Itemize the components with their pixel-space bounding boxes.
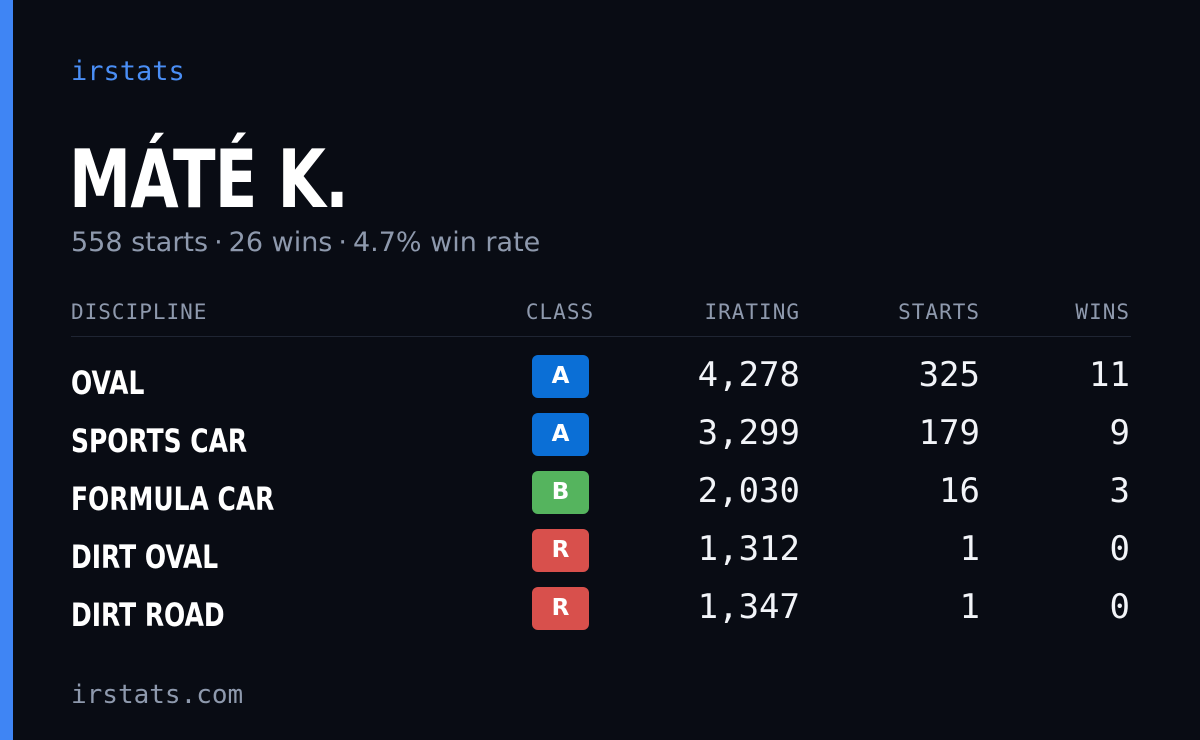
discipline-name: DIRT OVAL [71, 538, 219, 576]
header-wins: WINS [1075, 300, 1130, 324]
wins-value: 0 [1109, 529, 1130, 569]
class-badge: A [532, 355, 589, 398]
class-badge: A [532, 413, 589, 456]
table-header: DISCIPLINE CLASS IRATING STARTS WINS [71, 296, 1131, 337]
header-class-label: CLASS [525, 300, 595, 324]
table-row: FORMULA CAR B 2,030 16 3 [71, 469, 1131, 527]
summary-starts: 558 starts [71, 227, 209, 258]
irating-value: 4,278 [697, 355, 800, 395]
class-badge: B [532, 471, 589, 514]
driver-summary: 558 starts · 26 wins · 4.7% win rate [71, 227, 540, 258]
header-starts: STARTS [898, 300, 980, 324]
summary-separator: · [214, 227, 223, 258]
wins-value: 11 [1089, 355, 1130, 395]
starts-value: 1 [959, 587, 980, 627]
brand-logo-text: irstats [71, 56, 185, 87]
wins-value: 3 [1109, 471, 1130, 511]
starts-value: 1 [959, 529, 980, 569]
summary-wins: 26 wins [228, 227, 333, 258]
class-badge: R [532, 529, 589, 572]
table-row: DIRT ROAD R 1,347 1 0 [71, 585, 1131, 643]
class-badge: R [532, 587, 589, 630]
irating-value: 2,030 [697, 471, 800, 511]
driver-name: MÁTÉ K. [69, 133, 349, 226]
discipline-table: DISCIPLINE CLASS IRATING STARTS WINS OVA… [71, 296, 1131, 643]
footer-url: irstats.com [71, 680, 244, 710]
discipline-name: OVAL [71, 364, 145, 402]
wins-value: 0 [1109, 587, 1130, 627]
wins-value: 9 [1109, 413, 1130, 453]
discipline-name: DIRT ROAD [71, 596, 225, 634]
header-discipline: DISCIPLINE [71, 300, 208, 324]
table-body: OVAL A 4,278 325 11 SPORTS CAR A 3,299 1… [71, 353, 1131, 643]
table-row: SPORTS CAR A 3,299 179 9 [71, 411, 1131, 469]
summary-win-rate: 4.7% win rate [352, 227, 541, 258]
irating-value: 3,299 [697, 413, 800, 453]
starts-value: 16 [939, 471, 980, 511]
starts-value: 179 [918, 413, 980, 453]
discipline-name: FORMULA CAR [71, 480, 275, 518]
irating-value: 1,347 [697, 587, 800, 627]
irating-value: 1,312 [697, 529, 800, 569]
table-row: OVAL A 4,278 325 11 [71, 353, 1131, 411]
header-irating: IRATING [704, 300, 800, 324]
summary-separator: · [338, 227, 347, 258]
table-row: DIRT OVAL R 1,312 1 0 [71, 527, 1131, 585]
discipline-name: SPORTS CAR [71, 422, 248, 460]
starts-value: 325 [918, 355, 980, 395]
accent-bar [0, 0, 13, 740]
